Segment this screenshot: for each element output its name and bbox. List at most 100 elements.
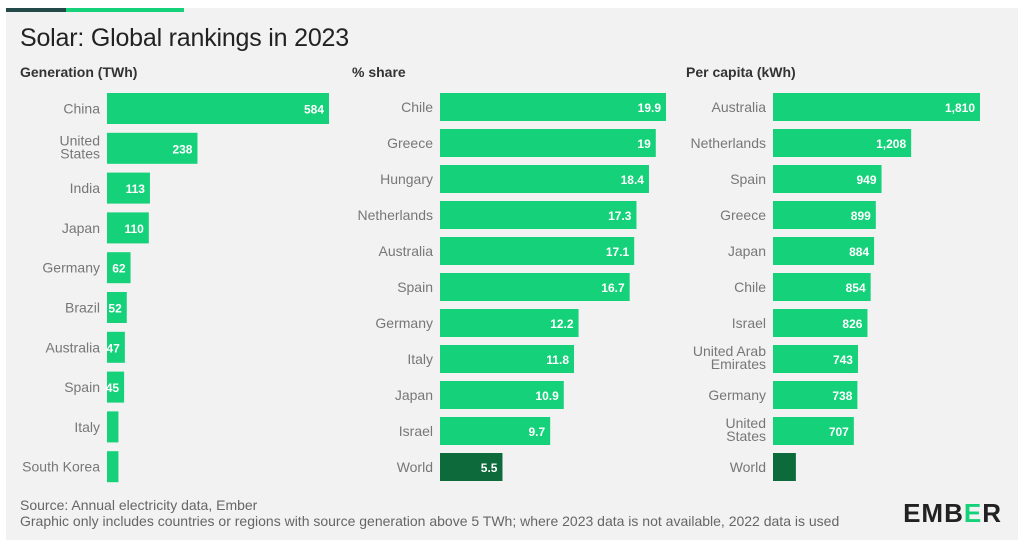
share-bar: [440, 345, 575, 373]
per-capita-category-label: Japan: [728, 243, 766, 259]
generation-bar: [107, 292, 127, 323]
panel-title-generation: Generation (TWh): [20, 64, 138, 80]
per-capita-value-label: 743: [833, 353, 853, 367]
share-category-label: Netherlands: [358, 207, 434, 223]
generation-category-label: Japan: [62, 220, 100, 236]
per-capita-bar: [773, 201, 876, 229]
scope-note: Graphic only includes countries or regio…: [20, 513, 840, 529]
share-value-label: 18.4: [621, 173, 645, 187]
per-capita-category-label: Netherlands: [691, 135, 767, 151]
generation-bar: [107, 252, 131, 284]
generation-bar: [107, 172, 150, 204]
generation-value-label: 52: [108, 302, 122, 316]
per-capita-category-label: World: [730, 459, 766, 475]
per-capita-category-label: United Arab Emirates: [693, 343, 766, 372]
share-category-label: Hungary: [380, 171, 433, 187]
share-category-label: Japan: [395, 387, 433, 403]
share-bar: [440, 93, 666, 121]
generation-category-label: Germany: [42, 260, 100, 276]
share-bar: [440, 237, 635, 265]
share-value-label: 9.7: [528, 425, 545, 439]
per-capita-value-label: 899: [851, 209, 871, 223]
share-category-label: Germany: [375, 315, 433, 331]
per-capita-value-label: 884: [849, 245, 869, 259]
share-category-label: Italy: [407, 351, 433, 367]
source-note: Source: Annual electricity data, Ember: [20, 497, 258, 513]
generation-category-label: South Korea: [22, 459, 100, 475]
per-capita-category-label: Chile: [734, 279, 766, 295]
share-category-label: Israel: [399, 423, 433, 439]
per-capita-bar: [773, 345, 858, 373]
per-capita-bar: [773, 165, 882, 193]
per-capita-category-label: United States: [726, 415, 766, 444]
page-title: Solar: Global rankings in 2023: [20, 24, 349, 52]
per-capita-value-label: 826: [842, 317, 862, 331]
share-value-label: 17.1: [606, 245, 630, 259]
share-value-label: 5.5: [481, 461, 498, 475]
per-capita-bar: [773, 417, 854, 445]
generation-category-label: Italy: [74, 419, 100, 435]
generation-value-label: 113: [126, 182, 146, 196]
share-bar: [440, 165, 649, 193]
generation-category-label: India: [70, 180, 101, 196]
generation-category-label: Spain: [64, 379, 100, 395]
per-capita-value-label: 1,810: [945, 101, 975, 115]
accent-bar-dark: [6, 8, 66, 12]
share-bar: [440, 201, 637, 229]
share-bar: [440, 129, 656, 157]
per-capita-category-label: Israel: [732, 315, 766, 331]
generation-bar: [107, 132, 198, 164]
panel-title-per-capita: Per capita (kWh): [686, 64, 796, 80]
per-capita-category-label: Germany: [708, 387, 766, 403]
panel-title-share: % share: [352, 64, 406, 80]
generation-category-label: Australia: [46, 339, 101, 355]
per-capita-bar: [773, 309, 868, 337]
per-capita-value-label: 1,208: [876, 137, 906, 151]
share-bar: [440, 453, 503, 481]
per-capita-value-label: 738: [832, 389, 852, 403]
generation-value-label: 584: [304, 103, 324, 117]
per-capita-value-label: 854: [846, 281, 866, 295]
per-capita-bar: [773, 93, 980, 121]
generation-category-label: United States: [60, 132, 100, 161]
share-bar: [440, 309, 579, 337]
ember-logo: EMBER: [903, 498, 1002, 528]
generation-value-label: 47: [107, 341, 121, 355]
share-category-label: Spain: [397, 279, 433, 295]
generation-value-label: 45: [106, 381, 120, 395]
share-bar: [440, 381, 564, 409]
share-value-label: 10.9: [535, 389, 559, 403]
generation-bar: [107, 212, 149, 244]
share-category-label: World: [397, 459, 433, 475]
share-bar: [440, 273, 630, 301]
share-value-label: 16.7: [601, 281, 625, 295]
per-capita-value-label: 949: [857, 173, 877, 187]
generation-bar: [107, 371, 125, 403]
share-value-label: 19.9: [638, 101, 662, 115]
per-capita-category-label: Australia: [712, 99, 767, 115]
share-value-label: 17.3: [608, 209, 632, 223]
generation-bar: [107, 331, 125, 363]
per-capita-bar: [773, 129, 912, 157]
share-category-label: Greece: [387, 135, 433, 151]
share-value-label: 12.2: [550, 317, 574, 331]
share-bar: [440, 417, 551, 445]
share-category-label: Australia: [379, 243, 434, 259]
share-value-label: 19: [637, 137, 651, 151]
generation-value-label: 62: [112, 262, 126, 276]
generation-category-label: Brazil: [65, 300, 100, 316]
per-capita-bar: [773, 273, 871, 301]
per-capita-value-label: 707: [829, 425, 849, 439]
per-capita-category-label: Greece: [720, 207, 766, 223]
generation-bar: [107, 93, 329, 124]
per-capita-bar: [773, 381, 858, 409]
per-capita-category-label: Spain: [730, 171, 766, 187]
accent-bar: [6, 8, 184, 12]
share-category-label: Chile: [401, 99, 433, 115]
share-value-label: 11.8: [546, 353, 569, 367]
per-capita-bar: [773, 453, 796, 481]
generation-value-label: 110: [124, 222, 144, 236]
generation-value-label: 238: [172, 142, 192, 156]
generation-category-label: China: [63, 101, 100, 117]
